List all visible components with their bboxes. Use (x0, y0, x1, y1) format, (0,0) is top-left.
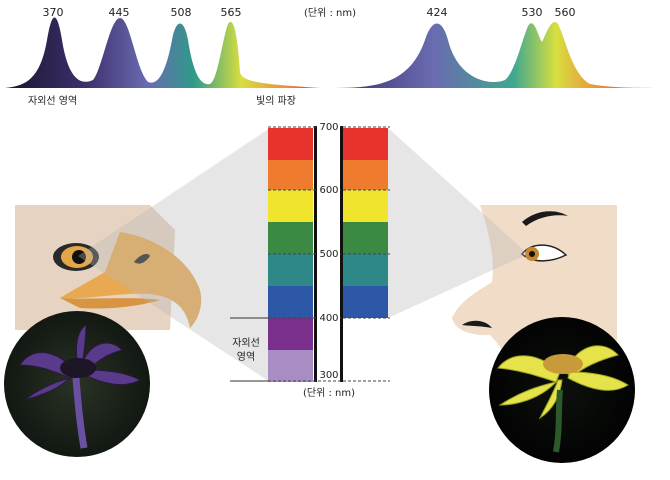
tick-500: 500 (319, 249, 338, 260)
band-red-right (343, 128, 388, 160)
human-gaze-cone (388, 128, 528, 318)
band-red-left (268, 128, 313, 160)
band-teal-right (343, 254, 388, 286)
human-sensitivity-curve (335, 21, 660, 88)
peak-label-4: 565 (221, 6, 242, 19)
band-blue-left (268, 286, 313, 318)
bird-color-column (268, 128, 313, 382)
tick-bg-600 (318, 183, 340, 195)
tick-700: 700 (319, 122, 338, 133)
tick-bg-400 (318, 311, 340, 323)
peak-label-r2: 530 (522, 6, 543, 19)
band-teal-left (268, 254, 313, 286)
band-uv1-left (268, 318, 313, 350)
band-orange-left (268, 160, 313, 190)
band-orange-right (343, 160, 388, 190)
band-uv2-left (268, 350, 313, 382)
tick-400: 400 (319, 313, 338, 324)
band-green-right (343, 222, 388, 254)
tick-300: 300 (319, 370, 338, 381)
human-color-column (343, 128, 388, 318)
wavelength-label: 빛의 파장 (256, 95, 296, 107)
tick-bg-300 (318, 368, 340, 380)
unit-label-top: (단위 : nm) (304, 6, 356, 19)
band-green-left (268, 222, 313, 254)
peak-label-1: 370 (43, 6, 64, 19)
uv-flower-photo (4, 311, 150, 457)
peak-label-2: 445 (109, 6, 130, 19)
bird-beak (60, 232, 202, 328)
beak-nostril (134, 254, 150, 264)
uv-side-label-line1: 자외선 (232, 337, 260, 349)
peak-label-r1: 424 (427, 6, 448, 19)
human-nostril (462, 320, 492, 328)
band-yellow-right (343, 190, 388, 222)
visible-flower-photo (489, 317, 635, 463)
band-yellow-left (268, 190, 313, 222)
bird-sensitivity-curve (5, 17, 320, 88)
peak-label-3: 508 (171, 6, 192, 19)
uv-region-label: 자외선 영역 (28, 95, 77, 107)
tick-bg-700 (318, 120, 340, 132)
unit-label-bottom: (단위 : nm) (303, 386, 355, 399)
scale-bar-right (340, 126, 343, 382)
tick-bg-500 (318, 247, 340, 259)
bird-gaze-cone (78, 128, 270, 382)
human-pupil (529, 251, 535, 257)
uv-side-label-line2: 영역 (237, 351, 255, 363)
band-blue-right (343, 286, 388, 318)
human-eyebrow (522, 211, 568, 226)
tick-600: 600 (319, 185, 338, 196)
bird-beak-lower (60, 298, 160, 309)
peak-label-r3: 560 (555, 6, 576, 19)
bird-pupil (72, 250, 86, 264)
